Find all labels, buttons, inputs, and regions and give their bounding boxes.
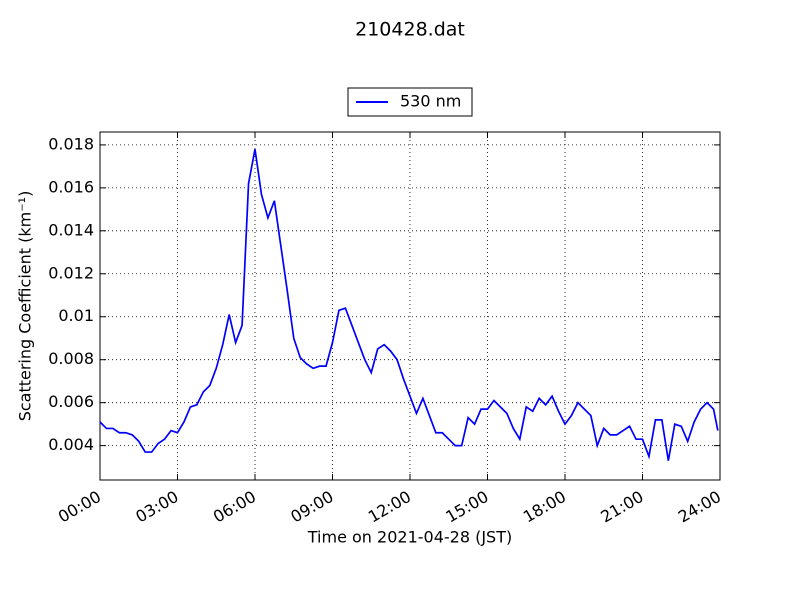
data-line bbox=[99, 149, 719, 461]
x-tick-label: 06:00 bbox=[210, 487, 259, 527]
legend: 530 nm bbox=[347, 87, 473, 117]
x-tick-label: 15:00 bbox=[442, 487, 491, 527]
x-tick-label: 00:00 bbox=[55, 487, 104, 527]
y-tick-label: 0.006 bbox=[48, 392, 94, 411]
y-tick-label: 0.012 bbox=[48, 263, 94, 282]
y-tick-label: 0.018 bbox=[48, 134, 94, 153]
chart-title: 210428.dat bbox=[355, 19, 465, 41]
x-tick-label: 12:00 bbox=[365, 487, 414, 527]
x-tick-label: 09:00 bbox=[287, 487, 336, 527]
y-axis-label: Scattering Coefficient (km⁻¹) bbox=[16, 191, 35, 422]
y-tick-label: 0.016 bbox=[48, 177, 94, 196]
x-tick-label: 03:00 bbox=[132, 487, 181, 527]
x-tick-label: 18:00 bbox=[520, 487, 569, 527]
plot-frame bbox=[99, 131, 721, 481]
legend-label: 530 nm bbox=[400, 92, 461, 111]
y-tick-label: 0.004 bbox=[48, 435, 94, 454]
y-tick-label: 0.014 bbox=[48, 220, 94, 239]
x-tick-label: 24:00 bbox=[675, 487, 724, 527]
x-axis-label: Time on 2021-04-28 (JST) bbox=[307, 528, 512, 547]
y-tick-label: 0.008 bbox=[48, 349, 94, 368]
x-tick-label: 21:00 bbox=[597, 487, 646, 527]
y-tick-label: 0.01 bbox=[58, 306, 94, 325]
